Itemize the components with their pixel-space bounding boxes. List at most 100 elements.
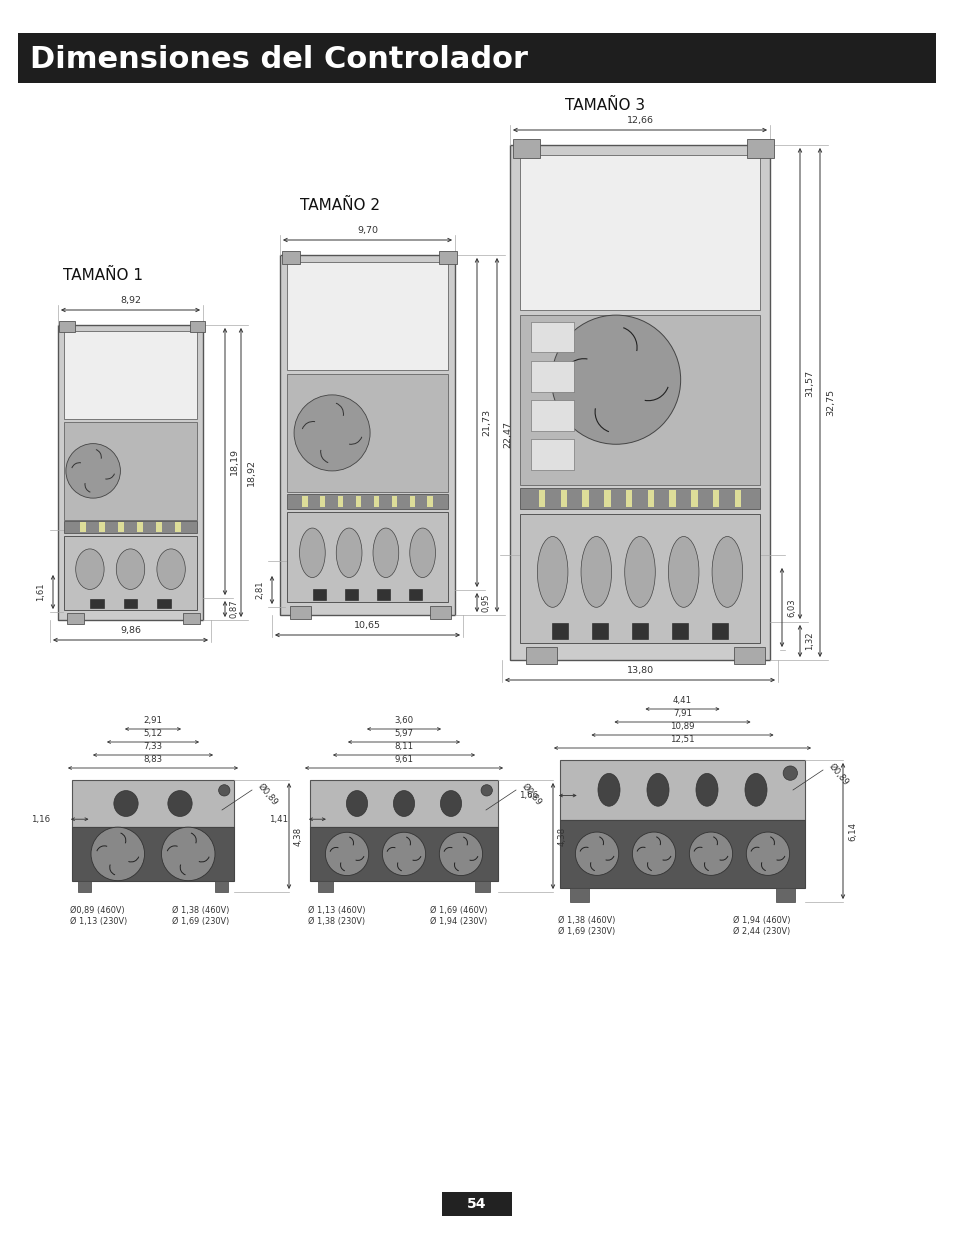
Bar	[632, 624, 647, 638]
Circle shape	[294, 395, 370, 471]
Ellipse shape	[373, 529, 398, 578]
Bar	[392, 495, 396, 508]
Text: Ø 1,69 (460V): Ø 1,69 (460V)	[430, 906, 487, 915]
Text: 1,16: 1,16	[30, 815, 50, 824]
Bar	[355, 495, 361, 508]
Text: Ø 1,69 (230V): Ø 1,69 (230V)	[558, 927, 615, 936]
Circle shape	[575, 832, 618, 876]
Text: Dimensiones del Controlador: Dimensiones del Controlador	[30, 46, 527, 74]
Text: 8,11: 8,11	[394, 742, 414, 751]
Bar	[519, 514, 759, 642]
Bar	[287, 373, 448, 493]
Bar	[552, 624, 568, 638]
Bar	[280, 254, 455, 615]
Bar	[287, 494, 448, 509]
Circle shape	[689, 832, 732, 876]
Bar	[430, 606, 451, 619]
Bar	[530, 400, 574, 431]
Bar	[559, 820, 804, 888]
Bar	[71, 781, 233, 827]
Bar	[603, 490, 610, 506]
Circle shape	[480, 784, 492, 797]
Text: 5,97: 5,97	[395, 729, 413, 739]
Circle shape	[382, 832, 425, 876]
Text: 1,41: 1,41	[269, 815, 288, 824]
Bar	[746, 138, 773, 158]
Bar	[287, 513, 448, 603]
Text: 32,75: 32,75	[825, 389, 834, 416]
Text: Ø 1,38 (230V): Ø 1,38 (230V)	[308, 918, 365, 926]
Bar	[669, 490, 675, 506]
Bar	[281, 251, 299, 264]
Text: Ø0,89: Ø0,89	[255, 782, 279, 808]
Text: 9,61: 9,61	[395, 755, 413, 764]
Text: 13,80: 13,80	[626, 666, 653, 676]
Circle shape	[218, 784, 230, 797]
Text: Ø 1,94 (460V): Ø 1,94 (460V)	[732, 916, 790, 925]
Text: 5,12: 5,12	[143, 729, 162, 739]
Ellipse shape	[711, 536, 741, 608]
Bar	[64, 422, 197, 520]
Bar	[519, 315, 759, 485]
Text: 4,41: 4,41	[672, 697, 691, 705]
Circle shape	[745, 832, 789, 876]
Bar	[592, 624, 607, 638]
Ellipse shape	[346, 790, 367, 816]
Circle shape	[782, 766, 797, 781]
Bar	[734, 490, 740, 506]
Text: Ø 1,38 (460V): Ø 1,38 (460V)	[558, 916, 615, 925]
Bar	[320, 495, 325, 508]
Bar	[530, 440, 574, 469]
Ellipse shape	[75, 548, 104, 589]
Circle shape	[439, 832, 482, 876]
Text: 8,92: 8,92	[120, 296, 141, 305]
Bar	[71, 827, 233, 881]
Bar	[775, 888, 795, 902]
Text: 2,91: 2,91	[143, 716, 162, 725]
Bar	[733, 647, 764, 664]
Text: 18,19: 18,19	[230, 448, 239, 475]
Bar	[560, 490, 566, 506]
Circle shape	[161, 827, 214, 881]
Bar	[345, 589, 357, 600]
Text: 21,73: 21,73	[481, 409, 491, 436]
Bar	[302, 495, 307, 508]
Bar	[374, 495, 378, 508]
Text: 4,38: 4,38	[558, 826, 566, 846]
Text: 18,92: 18,92	[247, 459, 255, 487]
Circle shape	[66, 443, 120, 498]
Bar	[317, 881, 333, 892]
Text: 7,91: 7,91	[672, 709, 691, 718]
Bar	[647, 490, 654, 506]
Text: 7,33: 7,33	[143, 742, 162, 751]
Ellipse shape	[440, 790, 461, 816]
Bar	[157, 599, 171, 608]
Bar	[91, 599, 104, 608]
Bar	[190, 321, 205, 332]
Bar	[427, 495, 433, 508]
Bar	[519, 488, 759, 509]
Bar	[137, 522, 143, 532]
Bar	[376, 589, 390, 600]
Bar	[337, 495, 343, 508]
Bar	[156, 522, 162, 532]
Bar	[99, 522, 105, 532]
Text: 4,38: 4,38	[294, 826, 303, 846]
Bar	[559, 760, 804, 820]
Text: 9,70: 9,70	[356, 226, 377, 235]
Text: 6,14: 6,14	[847, 821, 856, 841]
Bar	[711, 624, 727, 638]
Ellipse shape	[580, 536, 611, 608]
Bar	[512, 138, 539, 158]
Ellipse shape	[335, 529, 361, 578]
Bar	[712, 490, 719, 506]
Text: 1,32: 1,32	[804, 632, 813, 651]
Ellipse shape	[113, 790, 138, 816]
Ellipse shape	[393, 790, 415, 816]
Bar	[625, 490, 632, 506]
Text: Ø 2,44 (230V): Ø 2,44 (230V)	[732, 927, 789, 936]
Bar	[538, 490, 545, 506]
Bar	[441, 1192, 512, 1216]
Bar	[118, 522, 124, 532]
Ellipse shape	[696, 773, 718, 806]
